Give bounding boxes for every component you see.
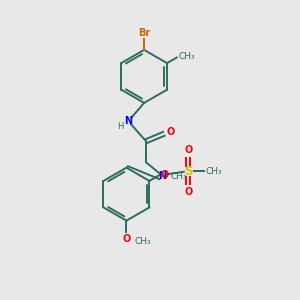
Text: O: O: [122, 234, 130, 244]
Text: CH₃: CH₃: [170, 172, 187, 181]
Text: CH₃: CH₃: [206, 167, 223, 176]
Text: O: O: [160, 170, 169, 180]
Text: CH₃: CH₃: [135, 237, 151, 246]
Text: O: O: [184, 188, 192, 197]
Text: O: O: [184, 145, 192, 155]
Text: N: N: [158, 171, 166, 181]
Text: Br: Br: [138, 28, 150, 38]
Text: S: S: [184, 165, 193, 178]
Text: CH₃: CH₃: [178, 52, 195, 62]
Text: H: H: [117, 122, 124, 131]
Text: N: N: [124, 116, 132, 126]
Text: O: O: [166, 127, 174, 137]
